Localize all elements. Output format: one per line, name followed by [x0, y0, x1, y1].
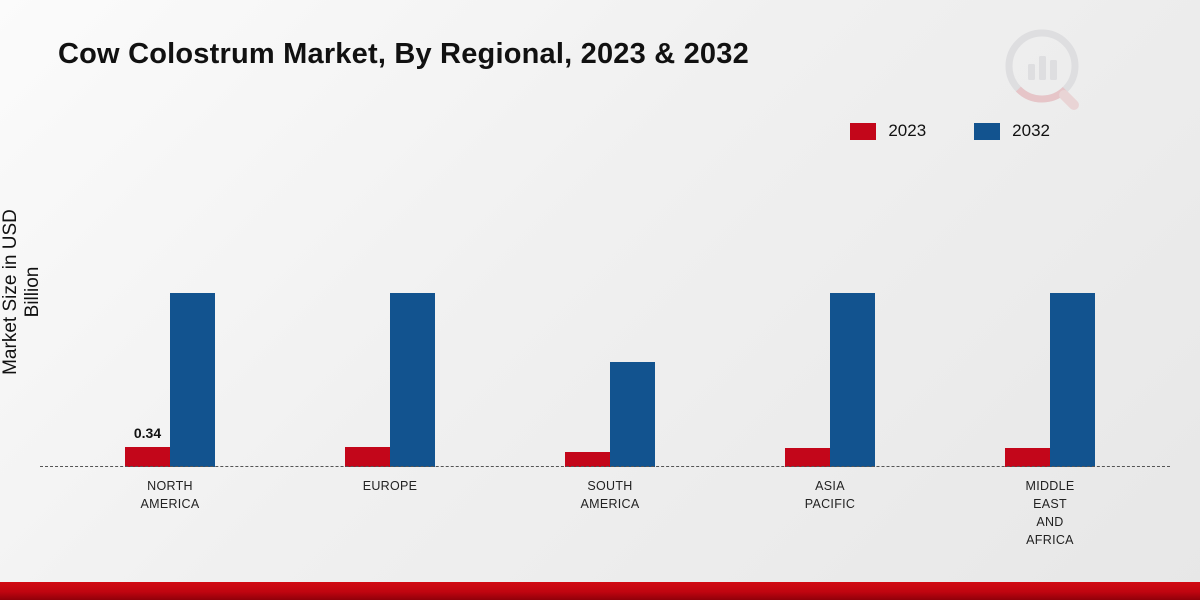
legend-label-2032: 2032	[1012, 121, 1050, 140]
category-label: EUROPE	[362, 479, 418, 493]
bar-2032	[390, 293, 435, 467]
bar-2032	[830, 293, 875, 467]
legend: 2023 2032	[850, 121, 1050, 141]
bar-pair: 0.34	[125, 257, 215, 467]
category-label: SOUTH AMERICA	[580, 479, 640, 512]
bar-pair	[1005, 257, 1095, 467]
legend-label-2023: 2023	[888, 121, 927, 140]
category-label: MIDDLE EAST AND AFRICA	[1025, 479, 1075, 548]
bar-2032	[170, 293, 215, 467]
bar-group	[940, 257, 1160, 467]
bar-2023	[1005, 448, 1050, 467]
bar-2023	[565, 452, 610, 467]
bar-2023	[345, 447, 390, 467]
bar-pair	[345, 257, 435, 467]
bar-group	[280, 257, 500, 467]
bar-group: 0.34	[60, 257, 280, 467]
x-axis-baseline	[40, 466, 1170, 467]
category-label: NORTH AMERICA	[140, 479, 200, 512]
bar-2032	[1050, 293, 1095, 467]
chart-title: Cow Colostrum Market, By Regional, 2023 …	[58, 38, 749, 70]
category-label: ASIA PACIFIC	[804, 479, 856, 512]
bar-pair	[785, 257, 875, 467]
market-research-logo-icon	[1005, 29, 1079, 110]
legend-swatch-2023	[850, 122, 877, 140]
bottom-red-strip	[0, 582, 1200, 600]
bar-group	[720, 257, 940, 467]
category-labels: NORTH AMERICA EUROPE SOUTH AMERICA ASIA PAC…	[60, 477, 1160, 550]
legend-item-2023: 2023	[850, 121, 926, 141]
bar-2032	[610, 362, 655, 467]
bar-value-label: 0.34	[133, 425, 162, 441]
bar-group	[500, 257, 720, 467]
legend-swatch-2032	[974, 122, 1001, 140]
bar-groups: 0.34	[60, 257, 1160, 467]
legend-item-2032: 2032	[974, 121, 1050, 141]
bar-pair	[565, 257, 655, 467]
bar-2023: 0.34	[125, 425, 170, 467]
bar-2023	[785, 448, 830, 467]
plot-area: 0.34	[40, 257, 1170, 467]
y-axis-label: Market Size in USD Billion	[0, 209, 43, 375]
